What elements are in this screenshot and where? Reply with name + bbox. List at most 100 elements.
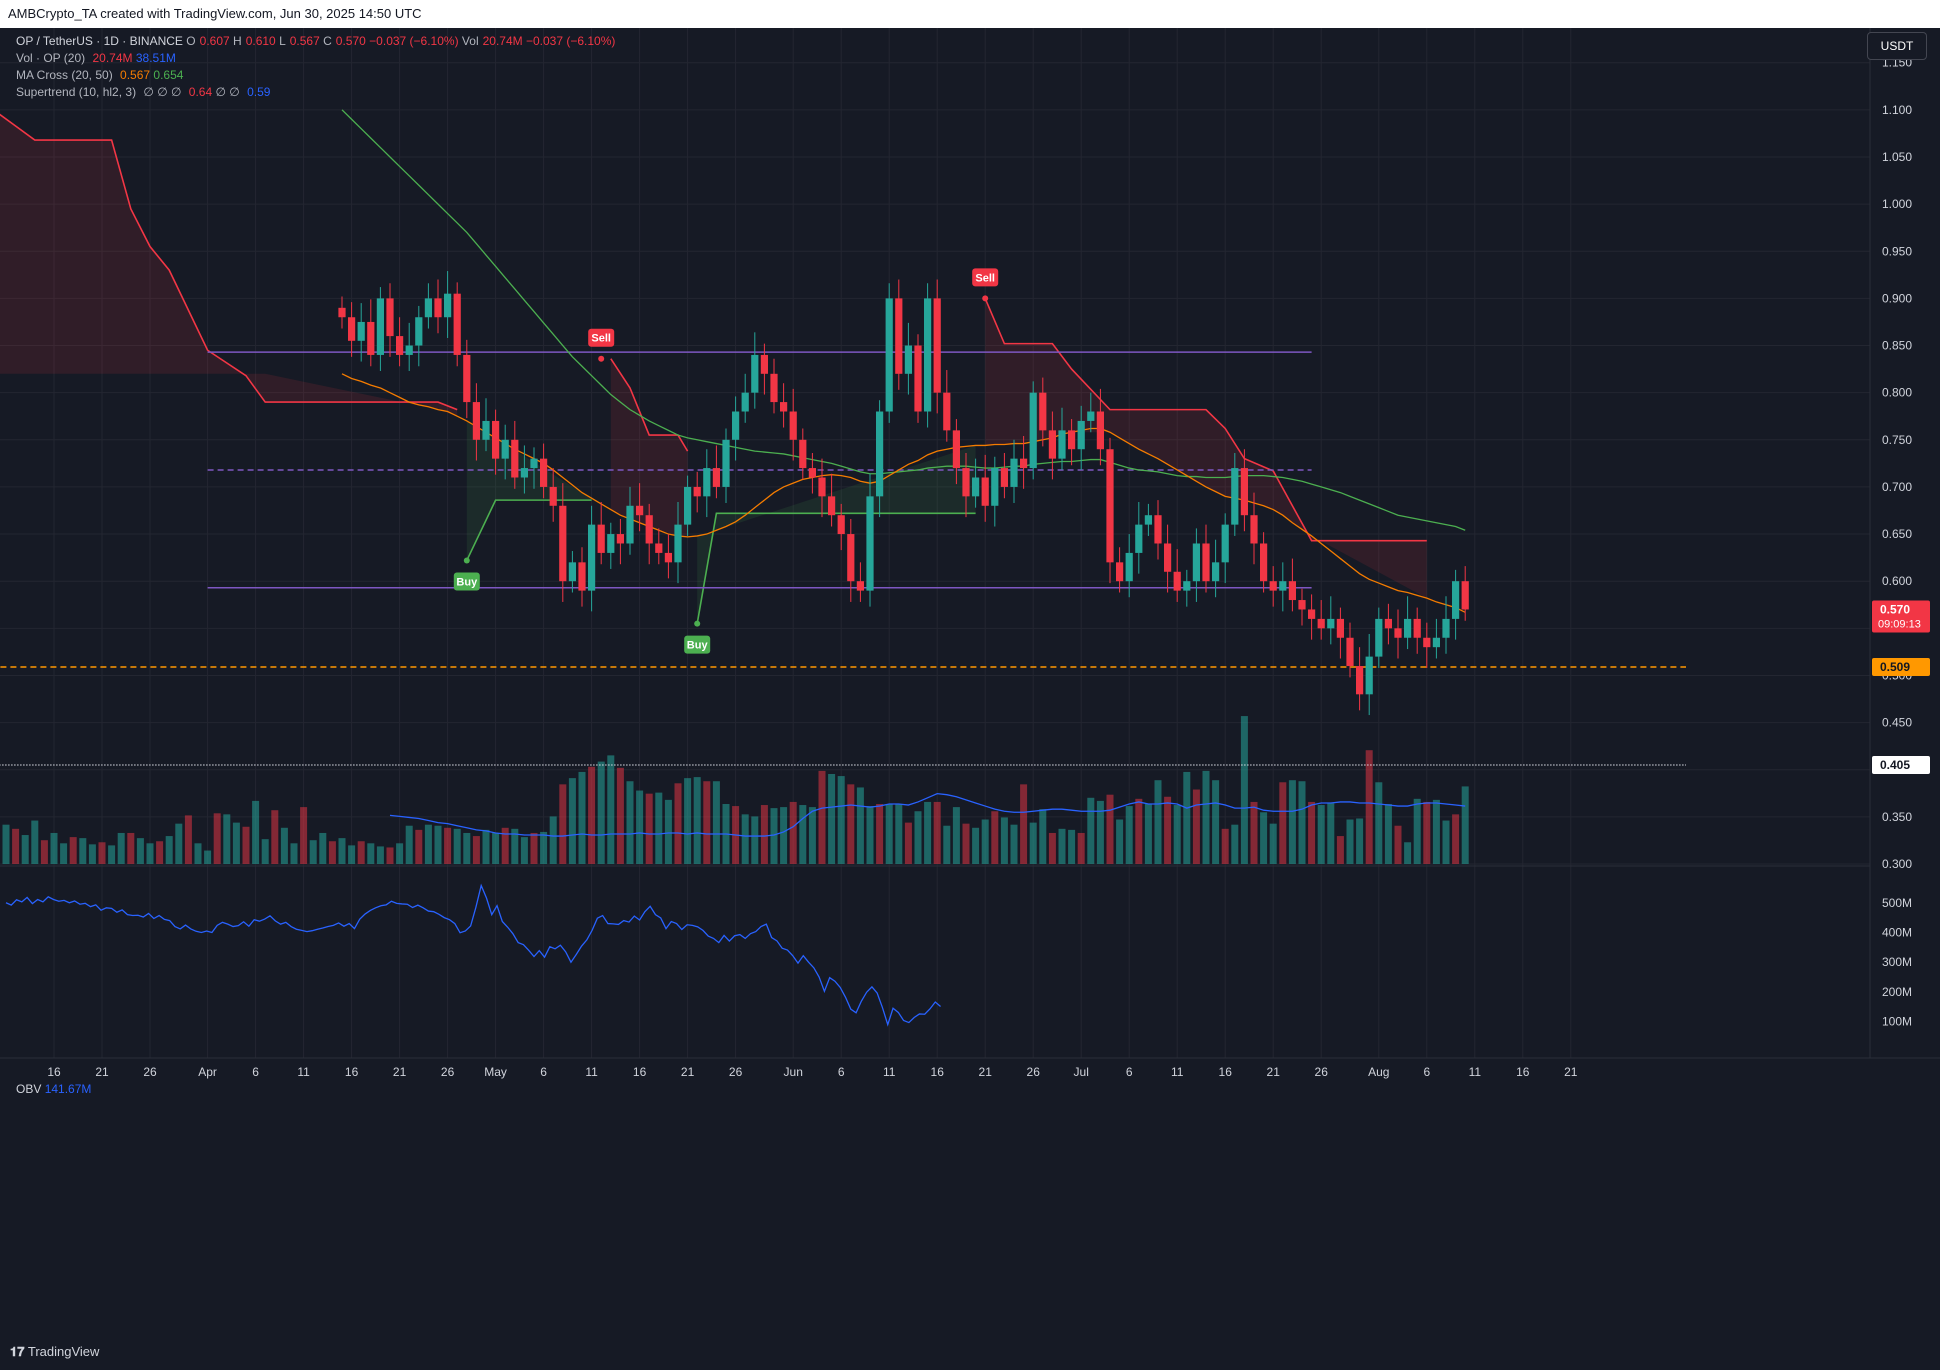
candle-body — [463, 354, 471, 403]
time-tick-label: 26 — [1027, 1065, 1041, 1079]
candle — [1404, 596, 1412, 650]
candle — [1308, 594, 1316, 640]
supertrend — [0, 113, 1427, 624]
price-tick-label: 0.750 — [1882, 433, 1912, 447]
candle — [1346, 622, 1354, 678]
signal-dot — [982, 295, 989, 302]
legend-volume-row[interactable]: Vol · OP (20) 20.74M 38.51M — [16, 50, 615, 67]
candle — [770, 358, 778, 414]
volume-bar — [1221, 828, 1229, 864]
candle-body — [597, 524, 605, 553]
candle — [693, 471, 701, 513]
signal-label: Sell — [975, 272, 995, 284]
candle-body — [578, 562, 586, 591]
candle-body — [1192, 543, 1200, 582]
volume-bar — [511, 828, 519, 864]
candle-body — [789, 411, 797, 440]
supertrend-fill — [985, 298, 1427, 599]
volume-bar — [79, 838, 87, 864]
candle — [453, 282, 461, 367]
volume-bar — [482, 829, 490, 864]
candle — [540, 443, 548, 499]
currency-unit-button[interactable]: USDT — [1867, 32, 1927, 60]
candle-body — [1183, 581, 1191, 591]
legend-open: 0.607 — [199, 34, 230, 48]
candle — [645, 503, 653, 565]
volume-bar — [367, 843, 375, 864]
price-tick-label: 0.300 — [1882, 857, 1912, 871]
time-tick-label: May — [484, 1065, 507, 1079]
volume-bar — [146, 843, 154, 864]
candle — [1279, 562, 1287, 612]
price-tick-label: 0.450 — [1882, 716, 1912, 730]
volume-bar — [434, 825, 442, 864]
volume-ma-line — [389, 792, 1466, 837]
candle — [472, 383, 480, 461]
candle-body — [914, 345, 922, 412]
price-tick-label: 0.600 — [1882, 574, 1912, 588]
volume-bar — [876, 804, 884, 864]
legend-ma-cross-row[interactable]: MA Cross (20, 50) 0.567 0.654 — [16, 67, 615, 84]
candle — [1048, 411, 1056, 480]
candle-body — [1154, 515, 1162, 544]
legend-supertrend-down: 0.64 — [188, 85, 213, 99]
price-tag-countdown: 09:09:13 — [1878, 618, 1921, 630]
time-tick-label: 11 — [1171, 1065, 1184, 1079]
candle — [636, 483, 644, 532]
volume-bar — [962, 823, 970, 864]
volume-bar — [933, 801, 941, 864]
volume-bar — [1183, 771, 1191, 864]
candle-body — [1461, 581, 1469, 610]
volume-bar — [1144, 804, 1152, 864]
volume-bar — [213, 813, 221, 864]
legend-symbol[interactable]: OP / TetherUS · 1D · BINANCE — [16, 34, 183, 48]
candle — [904, 322, 912, 395]
candle-body — [1164, 543, 1172, 572]
volume-bar — [1423, 801, 1431, 864]
candle — [943, 370, 951, 442]
volume-bar — [194, 843, 202, 864]
volume-bar — [895, 804, 903, 864]
candle — [1029, 381, 1037, 480]
candle-body — [885, 298, 893, 412]
time-tick-label: 21 — [1564, 1065, 1578, 1079]
candle — [780, 383, 788, 428]
legend-supertrend-row[interactable]: Supertrend (10, hl2, 3) ∅ ∅ ∅ 0.64 ∅ ∅ 0… — [16, 84, 615, 101]
sell-signal: Sell — [972, 268, 999, 302]
candle — [991, 456, 999, 527]
candle — [972, 458, 980, 508]
candle-body — [1288, 581, 1296, 601]
supertrend-fill — [697, 445, 976, 624]
volume-bar — [50, 832, 58, 864]
candle — [405, 322, 413, 371]
candle — [530, 447, 538, 489]
candle — [588, 505, 596, 612]
time-tick-label: 11 — [883, 1065, 896, 1079]
candle-body — [1413, 618, 1421, 638]
time-tick-label: 26 — [1315, 1065, 1329, 1079]
price-chart[interactable]: SellBuyBuySell0.3000.3500.4000.4500.5000… — [0, 28, 1940, 1333]
candle — [1058, 407, 1066, 470]
volume-bar — [760, 805, 768, 864]
candle-body — [1384, 618, 1392, 629]
supertrend-line — [696, 512, 976, 624]
candle — [396, 317, 404, 367]
candle — [1164, 524, 1172, 593]
time-tick-label: 6 — [540, 1065, 547, 1079]
buy-signal: Buy — [684, 620, 711, 654]
candle-body — [703, 468, 711, 497]
time-tick-label: 6 — [1423, 1065, 1430, 1079]
candle-body — [856, 581, 864, 591]
chart-panel[interactable]: SellBuyBuySell0.3000.3500.4000.4500.5000… — [0, 28, 1940, 1333]
legend-ma50-value: 0.654 — [153, 68, 184, 82]
supertrend-signals: Sell Buy Buy Sell — [453, 268, 999, 654]
volume-bar — [348, 845, 356, 864]
volume-bar — [1231, 824, 1239, 864]
candle — [511, 420, 519, 489]
volume-bar — [444, 827, 452, 864]
candle — [655, 528, 663, 565]
candle-body — [549, 486, 557, 506]
obv-legend[interactable]: OBV 141.67M — [16, 1082, 91, 1096]
signal-dot — [694, 620, 701, 627]
candle — [444, 271, 452, 338]
